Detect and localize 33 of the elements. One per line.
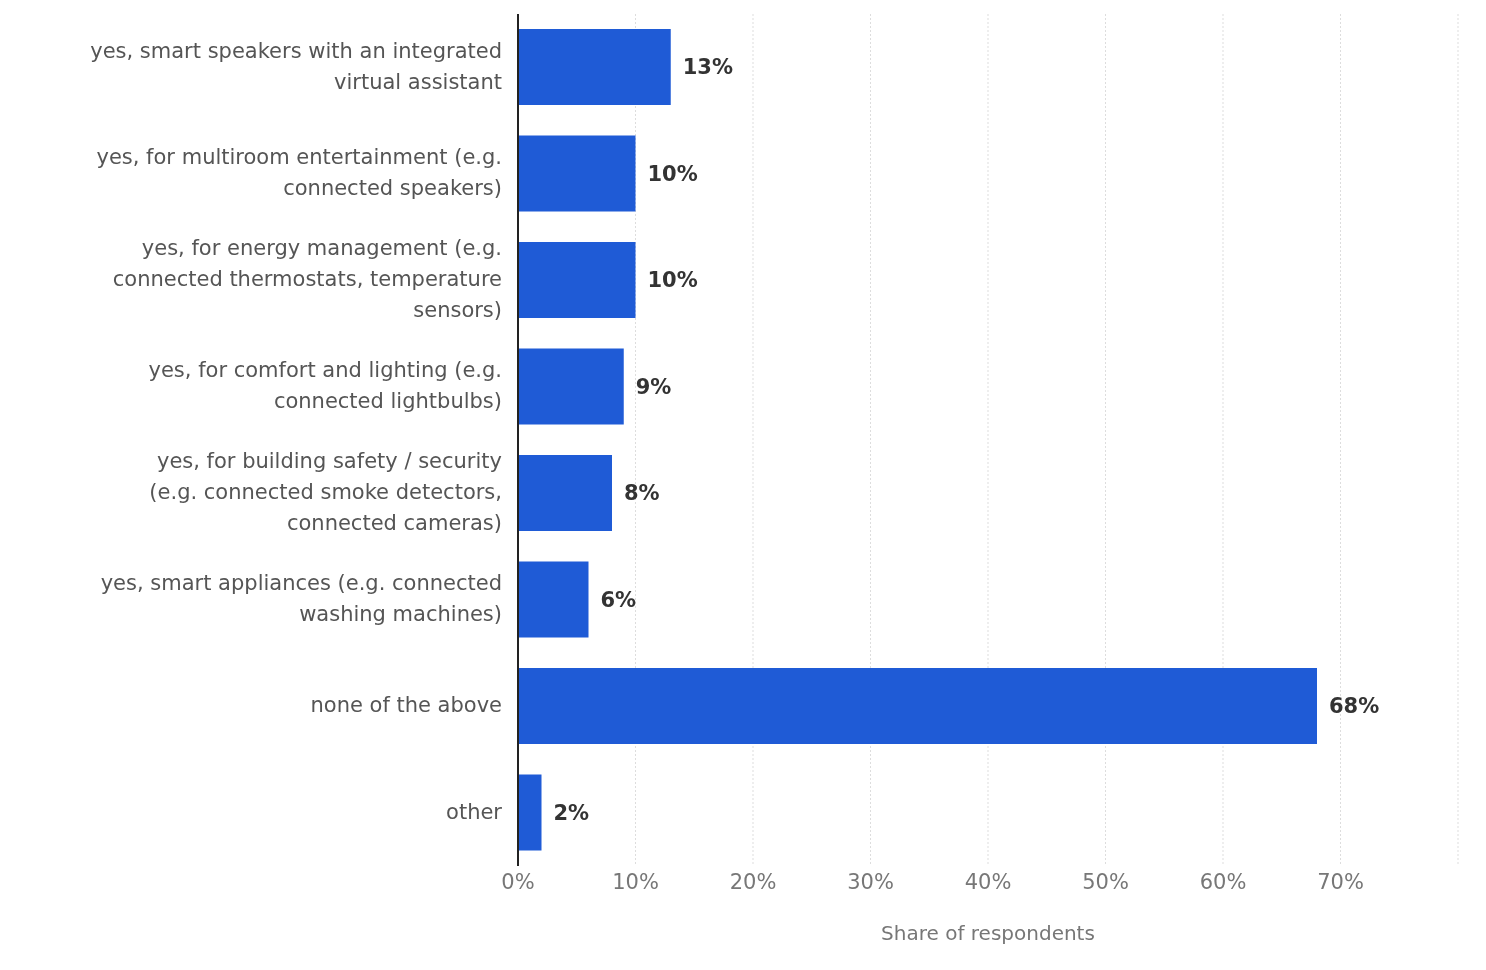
y-tick-label: yes, for energy management (e.g. connected thermostats, temperature sensors) <box>112 236 502 323</box>
x-tick-label: 20% <box>729 869 777 894</box>
y-tick-label: other <box>446 799 503 824</box>
data-label: 6% <box>600 587 637 612</box>
bar <box>518 455 612 531</box>
bar <box>518 242 636 318</box>
data-label: 2% <box>553 800 590 825</box>
x-tick-label: 60% <box>1199 869 1247 894</box>
bar <box>518 561 589 638</box>
x-tick-label: 50% <box>1082 869 1129 894</box>
data-label: 9% <box>635 374 672 399</box>
bar <box>518 135 636 212</box>
x-tick-label: 40% <box>964 869 1012 894</box>
x-axis-title: Share of respondents <box>881 921 1095 945</box>
bar <box>518 29 671 105</box>
y-tick-label: yes, for multiroom entertainment (e.g. connected speakers) <box>96 145 502 201</box>
y-tick-label: yes, smart speakers with an integrated virtual assistant <box>90 38 502 94</box>
data-label: 68% <box>1329 694 1380 719</box>
data-label: 8% <box>624 481 660 506</box>
x-tick-label: 0% <box>501 869 535 894</box>
bar <box>518 774 542 851</box>
data-label: 10% <box>647 268 698 293</box>
x-tick-label: 70% <box>1317 869 1364 894</box>
data-label: 10% <box>647 161 698 186</box>
y-tick-label: yes, for building safety / security (e.g. connected smoke detectors, connected cameras) <box>149 449 502 536</box>
x-tick-label: 10% <box>612 869 659 894</box>
y-tick-label: none of the above <box>310 693 502 718</box>
y-tick-label: yes, for comfort and lighting (e.g. connected lightbulbs) <box>148 358 502 414</box>
bar <box>518 348 624 425</box>
bar <box>518 668 1317 744</box>
data-label: 13% <box>682 55 734 80</box>
y-tick-label: yes, smart appliances (e.g. connected washing machines) <box>100 571 502 627</box>
x-tick-label: 30% <box>847 869 894 894</box>
